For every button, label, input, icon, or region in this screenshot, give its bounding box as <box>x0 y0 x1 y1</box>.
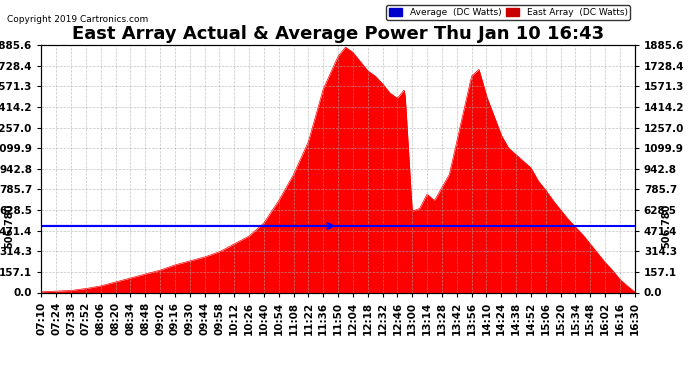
Title: East Array Actual & Average Power Thu Jan 10 16:43: East Array Actual & Average Power Thu Ja… <box>72 26 604 44</box>
Legend: Average  (DC Watts), East Array  (DC Watts): Average (DC Watts), East Array (DC Watts… <box>386 5 630 20</box>
Text: 506.780: 506.780 <box>662 204 671 248</box>
Text: Copyright 2019 Cartronics.com: Copyright 2019 Cartronics.com <box>7 15 148 24</box>
Text: 506.780: 506.780 <box>5 204 14 248</box>
